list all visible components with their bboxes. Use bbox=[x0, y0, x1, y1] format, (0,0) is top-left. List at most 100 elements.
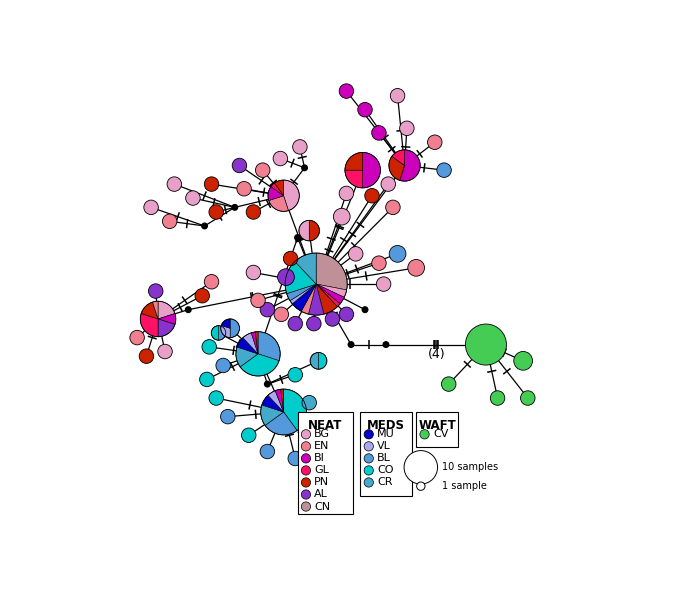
Circle shape bbox=[237, 181, 251, 196]
Circle shape bbox=[408, 260, 425, 276]
Wedge shape bbox=[392, 150, 405, 165]
Circle shape bbox=[242, 428, 256, 443]
Circle shape bbox=[465, 324, 506, 365]
Circle shape bbox=[399, 121, 414, 135]
Wedge shape bbox=[211, 326, 219, 340]
Circle shape bbox=[390, 88, 405, 103]
Circle shape bbox=[386, 200, 400, 214]
Circle shape bbox=[260, 303, 275, 317]
Circle shape bbox=[209, 205, 223, 219]
Wedge shape bbox=[286, 284, 316, 301]
Wedge shape bbox=[261, 405, 284, 425]
Wedge shape bbox=[275, 389, 284, 412]
Circle shape bbox=[202, 339, 216, 354]
FancyBboxPatch shape bbox=[416, 412, 458, 447]
Text: BG: BG bbox=[314, 429, 330, 439]
Wedge shape bbox=[299, 220, 309, 241]
Circle shape bbox=[216, 358, 230, 373]
Wedge shape bbox=[221, 326, 230, 338]
Circle shape bbox=[301, 466, 310, 475]
Wedge shape bbox=[389, 156, 405, 181]
Text: EN: EN bbox=[314, 442, 329, 451]
Wedge shape bbox=[269, 196, 288, 211]
Text: GL: GL bbox=[314, 466, 329, 475]
Circle shape bbox=[167, 177, 182, 191]
Circle shape bbox=[292, 140, 307, 154]
Circle shape bbox=[130, 330, 145, 345]
Text: MU: MU bbox=[377, 429, 395, 439]
Circle shape bbox=[389, 245, 406, 262]
Circle shape bbox=[358, 103, 372, 117]
Wedge shape bbox=[310, 353, 319, 369]
Circle shape bbox=[364, 454, 373, 463]
Wedge shape bbox=[268, 187, 284, 201]
Circle shape bbox=[437, 163, 451, 178]
Circle shape bbox=[339, 307, 353, 321]
Circle shape bbox=[490, 391, 505, 405]
Circle shape bbox=[321, 419, 335, 433]
Circle shape bbox=[186, 191, 200, 205]
Wedge shape bbox=[319, 353, 327, 369]
Text: CR: CR bbox=[377, 477, 393, 487]
Circle shape bbox=[348, 342, 354, 347]
Text: 10 samples: 10 samples bbox=[443, 462, 499, 472]
Text: VL: VL bbox=[377, 442, 391, 451]
Circle shape bbox=[221, 410, 235, 424]
Wedge shape bbox=[316, 284, 338, 314]
Wedge shape bbox=[292, 284, 316, 311]
Wedge shape bbox=[316, 284, 340, 307]
Circle shape bbox=[260, 445, 275, 459]
Wedge shape bbox=[221, 319, 230, 329]
Circle shape bbox=[288, 451, 303, 466]
Wedge shape bbox=[281, 389, 284, 412]
Circle shape bbox=[251, 293, 265, 307]
Wedge shape bbox=[251, 332, 258, 354]
Circle shape bbox=[427, 135, 442, 150]
Text: NEAT: NEAT bbox=[308, 419, 342, 432]
Wedge shape bbox=[268, 391, 284, 412]
Circle shape bbox=[277, 269, 295, 286]
Text: CV: CV bbox=[433, 429, 448, 439]
FancyBboxPatch shape bbox=[297, 412, 353, 515]
Wedge shape bbox=[236, 347, 258, 367]
Circle shape bbox=[232, 205, 238, 210]
Text: MEDS: MEDS bbox=[367, 419, 405, 432]
Wedge shape bbox=[285, 262, 316, 294]
Wedge shape bbox=[275, 180, 284, 196]
Circle shape bbox=[202, 223, 208, 229]
Circle shape bbox=[372, 256, 386, 271]
Wedge shape bbox=[284, 389, 307, 431]
Circle shape bbox=[246, 205, 261, 219]
Circle shape bbox=[364, 188, 379, 203]
Circle shape bbox=[364, 466, 373, 475]
Wedge shape bbox=[240, 354, 279, 376]
Circle shape bbox=[383, 342, 388, 347]
Circle shape bbox=[274, 307, 288, 321]
Text: WAFT: WAFT bbox=[419, 419, 456, 432]
Wedge shape bbox=[295, 253, 316, 284]
Wedge shape bbox=[158, 313, 176, 324]
Wedge shape bbox=[362, 152, 380, 188]
Wedge shape bbox=[140, 313, 158, 337]
Circle shape bbox=[521, 391, 535, 405]
Wedge shape bbox=[258, 332, 280, 361]
Circle shape bbox=[302, 165, 308, 170]
Circle shape bbox=[204, 177, 219, 191]
Circle shape bbox=[307, 316, 321, 331]
Circle shape bbox=[325, 312, 340, 326]
Wedge shape bbox=[243, 333, 258, 354]
Circle shape bbox=[295, 235, 300, 240]
Wedge shape bbox=[316, 284, 347, 297]
Circle shape bbox=[204, 274, 219, 289]
Wedge shape bbox=[158, 319, 175, 337]
Wedge shape bbox=[290, 284, 316, 304]
Wedge shape bbox=[316, 284, 345, 304]
Circle shape bbox=[301, 490, 310, 499]
Circle shape bbox=[256, 163, 270, 178]
Circle shape bbox=[273, 151, 288, 165]
Circle shape bbox=[364, 429, 373, 439]
Circle shape bbox=[246, 265, 261, 280]
Text: CN: CN bbox=[314, 501, 330, 512]
Circle shape bbox=[139, 349, 153, 364]
Wedge shape bbox=[158, 301, 175, 319]
